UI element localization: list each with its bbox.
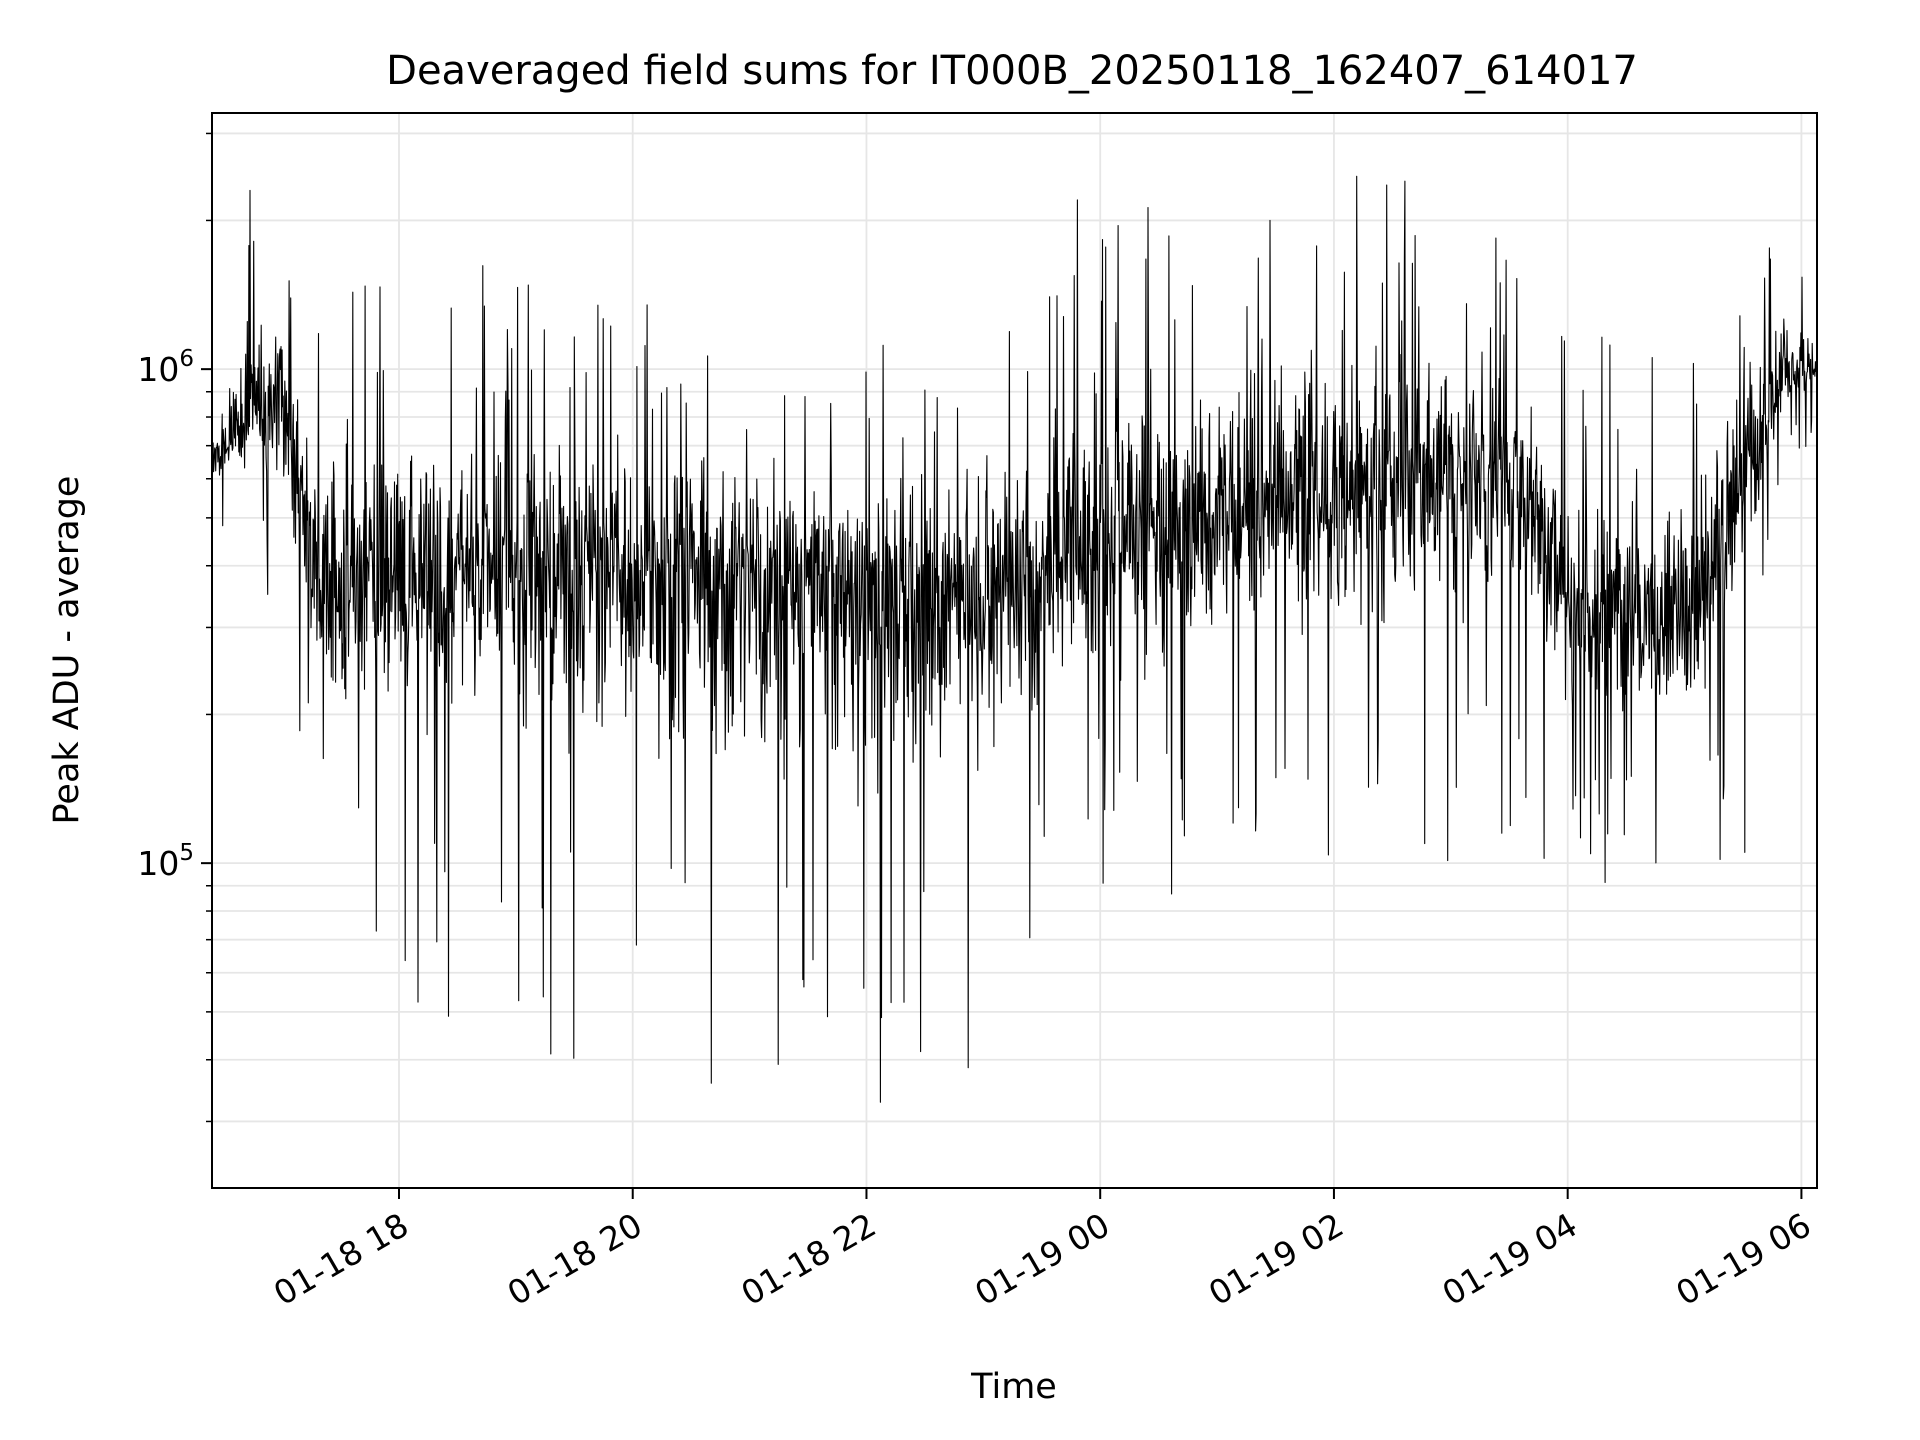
y-axis: 105 106	[137, 132, 212, 1123]
series-trace	[211, 175, 1818, 1103]
chart-title: Deaveraged field sums for IT000B_2025011…	[386, 48, 1638, 94]
y-tick-label: 106	[137, 346, 194, 389]
x-axis-label: Time	[970, 1367, 1057, 1407]
series-line	[211, 175, 1818, 1103]
grid	[212, 113, 1817, 1188]
y-tick-label: 105	[137, 840, 194, 883]
y-axis-label: Peak ADU - average	[47, 476, 87, 825]
plot-area	[211, 112, 1818, 1189]
plot-frame	[211, 112, 1818, 1189]
